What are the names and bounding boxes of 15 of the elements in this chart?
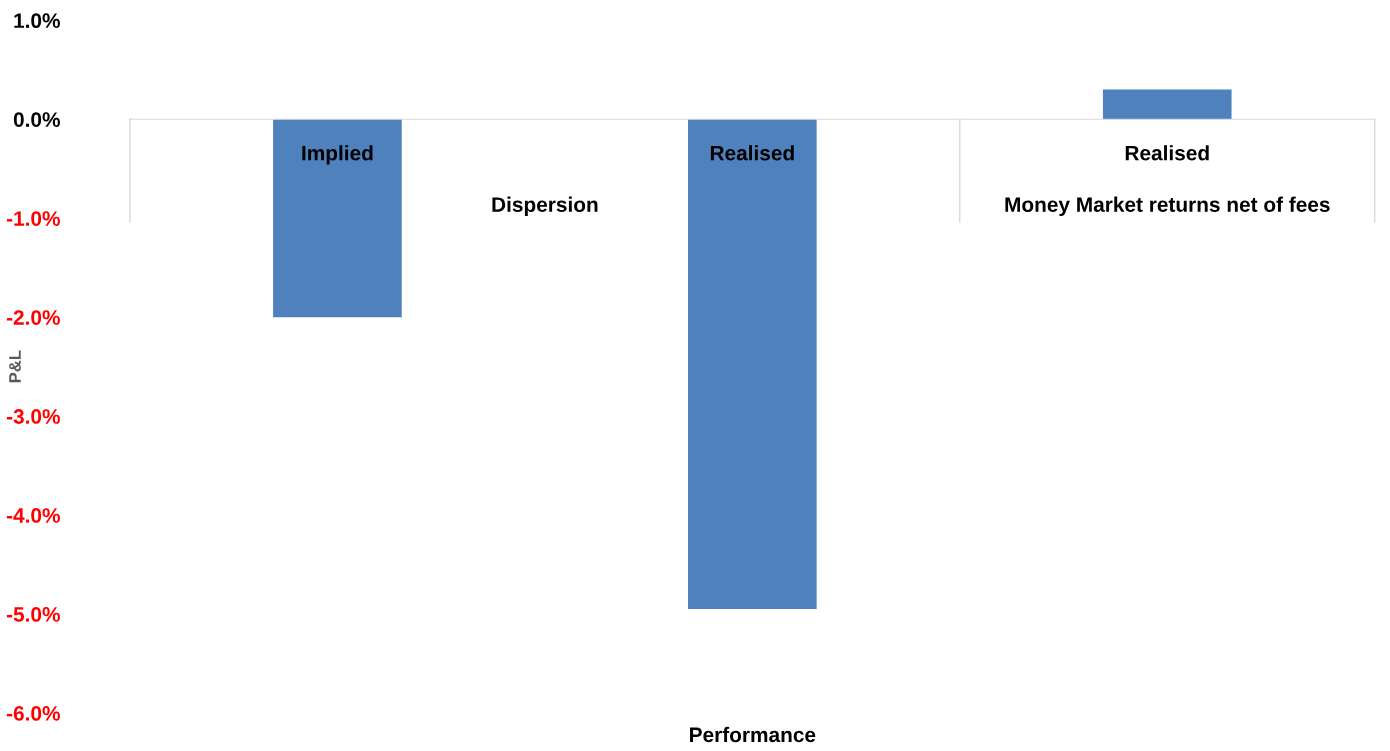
y-tick-label: -1.0% [6, 211, 60, 226]
x-axis-title: Performance [690, 726, 816, 743]
annotation: Dispersion [492, 196, 598, 217]
y-tick-label: -6.0% [6, 706, 60, 721]
y-tick-label: 1.0% [14, 13, 60, 29]
y-tick-label: -4.0% [6, 508, 60, 523]
y-axis-title: P&L [9, 350, 21, 383]
annotation: Money Market returns net of fees [1005, 196, 1330, 217]
y-tick-label: -2.0% [6, 310, 60, 325]
x-tick-label: Realised [710, 145, 794, 161]
y-tick-label: -5.0% [6, 607, 60, 622]
x-tick-label: Realised [1125, 145, 1209, 161]
y-tick-label: 0.0% [13, 112, 60, 127]
x-tick-label: Implied [302, 145, 373, 165]
y-tick-label: -3.0% [6, 409, 60, 424]
